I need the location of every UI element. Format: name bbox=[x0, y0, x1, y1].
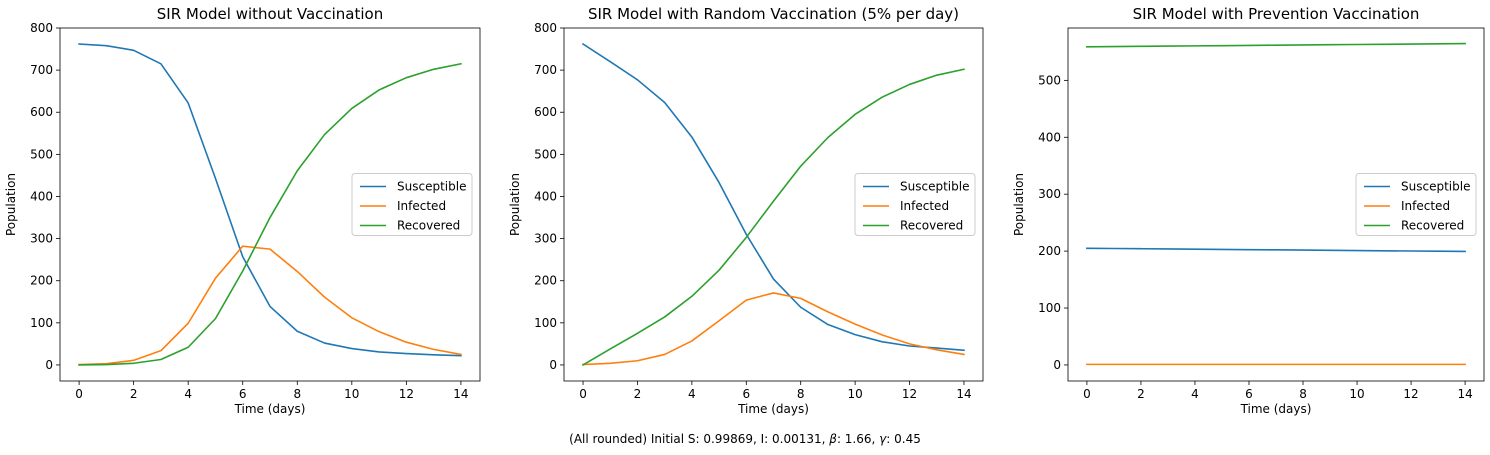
y-tick-label: 0 bbox=[549, 358, 557, 372]
caption-text-2: : 1.66, bbox=[836, 432, 880, 446]
series-line-infected bbox=[78, 245, 462, 366]
x-axis-label: Time (days) bbox=[737, 402, 809, 416]
x-tick-label: 10 bbox=[1349, 387, 1364, 401]
y-tick-label: 800 bbox=[534, 21, 557, 35]
legend-label-recovered: Recovered bbox=[397, 219, 460, 233]
axes-frame bbox=[59, 27, 481, 382]
series-line-susceptible bbox=[1086, 247, 1466, 253]
y-tick-label: 300 bbox=[30, 232, 53, 246]
series-line-susceptible bbox=[581, 42, 965, 352]
chart-panel-2: SIR Model with Random Vaccination (5% pe… bbox=[508, 5, 984, 416]
legend: Susceptible Infected Recovered bbox=[1355, 173, 1477, 236]
x-tick-label: 8 bbox=[797, 387, 805, 401]
chart-title: SIR Model without Vaccination bbox=[157, 5, 383, 23]
y-axis-label: Population bbox=[1012, 173, 1026, 236]
x-tick-label: 2 bbox=[1137, 387, 1145, 401]
y-tick-label: 0 bbox=[1053, 358, 1061, 372]
caption-text-1: (All rounded) Initial S: 0.99869, I: 0.0… bbox=[569, 432, 830, 446]
x-tick-label: 8 bbox=[1299, 387, 1307, 401]
y-tick-label: 500 bbox=[534, 147, 557, 161]
legend-label-infected: Infected bbox=[1401, 199, 1450, 213]
y-tick-label: 100 bbox=[1038, 301, 1061, 315]
series-line-recovered bbox=[78, 62, 462, 366]
chart-panel-3: SIR Model with Prevention Vaccination 0 2 4… bbox=[1012, 5, 1485, 416]
x-tick-label: 0 bbox=[1083, 387, 1091, 401]
caption-beta-symbol: β bbox=[829, 432, 837, 446]
legend-label-infected: Infected bbox=[397, 199, 446, 213]
chart-title: SIR Model with Random Vaccination (5% pe… bbox=[588, 5, 959, 23]
series-line-infected bbox=[582, 292, 965, 366]
series-line-susceptible bbox=[78, 43, 462, 357]
y-tick-label: 200 bbox=[534, 274, 557, 288]
y-axis-label: Population bbox=[508, 173, 522, 236]
x-tick-label: 12 bbox=[1403, 387, 1418, 401]
y-tick-label: 700 bbox=[534, 63, 557, 77]
y-tick-label: 0 bbox=[45, 358, 53, 372]
legend: Susceptible Infected Recovered bbox=[854, 173, 976, 236]
x-tick-label: 14 bbox=[956, 387, 971, 401]
caption-text-3: : 0.45 bbox=[886, 432, 921, 446]
x-tick-label: 6 bbox=[1245, 387, 1253, 401]
x-axis-label: Time (days) bbox=[234, 402, 306, 416]
x-tick-label: 0 bbox=[75, 387, 83, 401]
legend-label-susceptible: Susceptible bbox=[397, 180, 466, 194]
y-axis-label: Population bbox=[4, 173, 18, 236]
chart-panel-1: SIR Model without Vaccination 0 2 4 6 8 10 12 14… bbox=[4, 5, 481, 416]
x-tick-label: 14 bbox=[1457, 387, 1472, 401]
y-tick-label: 400 bbox=[1038, 130, 1061, 144]
y-tick-label: 400 bbox=[534, 189, 557, 203]
legend-box bbox=[854, 173, 976, 236]
y-tick-label: 700 bbox=[30, 63, 53, 77]
x-tick-label: 8 bbox=[293, 387, 301, 401]
x-tick-label: 12 bbox=[399, 387, 414, 401]
series-line-recovered bbox=[581, 68, 965, 367]
y-tick-label: 400 bbox=[30, 189, 53, 203]
y-tick-label: 600 bbox=[30, 105, 53, 119]
x-tick-label: 6 bbox=[239, 387, 247, 401]
legend: Susceptible Infected Recovered bbox=[351, 173, 473, 236]
caption-gamma-symbol: γ bbox=[879, 432, 887, 446]
figure-caption: (All rounded) Initial S: 0.99869, I: 0.0… bbox=[0, 432, 1490, 446]
series-line-recovered bbox=[1086, 42, 1466, 48]
y-tick-label: 300 bbox=[534, 232, 557, 246]
x-tick-label: 2 bbox=[634, 387, 642, 401]
y-tick-label: 500 bbox=[1038, 73, 1061, 87]
y-tick-label: 200 bbox=[30, 274, 53, 288]
legend-box bbox=[351, 173, 473, 236]
y-tick-label: 800 bbox=[30, 21, 53, 35]
axes-frame bbox=[1067, 27, 1485, 382]
x-tick-label: 2 bbox=[130, 387, 138, 401]
x-tick-label: 4 bbox=[1191, 387, 1199, 401]
legend-label-susceptible: Susceptible bbox=[1401, 180, 1470, 194]
x-tick-label: 10 bbox=[847, 387, 862, 401]
y-tick-label: 500 bbox=[30, 147, 53, 161]
x-tick-label: 12 bbox=[902, 387, 917, 401]
legend-label-recovered: Recovered bbox=[1401, 219, 1464, 233]
y-tick-label: 100 bbox=[30, 316, 53, 330]
x-tick-label: 4 bbox=[184, 387, 192, 401]
y-tick-label: 300 bbox=[1038, 187, 1061, 201]
x-tick-label: 0 bbox=[579, 387, 587, 401]
x-tick-label: 4 bbox=[688, 387, 696, 401]
legend-box bbox=[1355, 173, 1477, 236]
legend-label-susceptible: Susceptible bbox=[900, 180, 969, 194]
legend-label-recovered: Recovered bbox=[900, 219, 963, 233]
chart-title: SIR Model with Prevention Vaccination bbox=[1133, 5, 1420, 23]
x-tick-label: 6 bbox=[742, 387, 750, 401]
legend-label-infected: Infected bbox=[900, 199, 949, 213]
y-tick-label: 600 bbox=[534, 105, 557, 119]
y-tick-label: 200 bbox=[1038, 244, 1061, 258]
x-tick-label: 14 bbox=[453, 387, 468, 401]
x-tick-label: 10 bbox=[344, 387, 359, 401]
axes-frame bbox=[563, 27, 984, 382]
y-tick-label: 100 bbox=[534, 316, 557, 330]
x-axis-label: Time (days) bbox=[1240, 402, 1312, 416]
